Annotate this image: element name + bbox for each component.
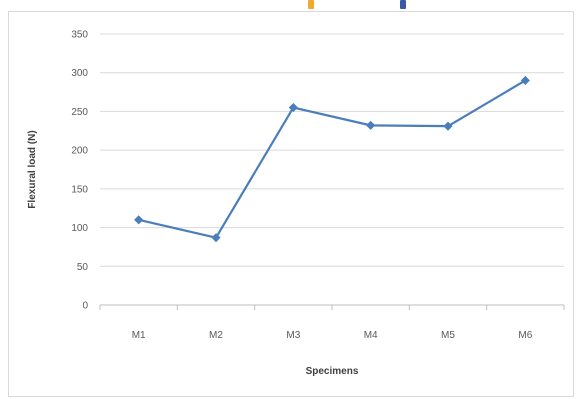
y-tick-label: 300 (71, 68, 88, 79)
x-tick-labels: M1 M2 M3 M4 M5 M6 (132, 330, 533, 341)
y-tick-labels: 0 50 100 150 200 250 300 350 (71, 30, 88, 312)
y-tick-label: 100 (71, 223, 88, 234)
series-line (138, 79, 526, 239)
data-point (443, 121, 453, 131)
gridlines (100, 33, 564, 267)
line-chart: 0 50 100 150 200 250 300 350 M1 M2 M3 M4 M5 M6 Flexu… (27, 30, 565, 377)
data-point (520, 75, 530, 86)
y-tick-label: 200 (71, 146, 88, 157)
x-tick-label: M1 (132, 330, 146, 341)
x-tick-label: M3 (286, 330, 300, 341)
y-tick-label: 0 (82, 301, 88, 312)
data-point (211, 233, 221, 243)
axes (99, 304, 565, 310)
blue-mark (400, 0, 406, 9)
data-point (366, 120, 376, 130)
y-axis-title: Flexural load (N) (27, 130, 38, 208)
y-tick-label: 250 (71, 107, 88, 118)
data-point (288, 102, 298, 113)
series-layer (134, 75, 530, 243)
x-tick-label: M4 (364, 330, 378, 341)
orange-mark (308, 0, 314, 9)
y-tick-label: 350 (71, 30, 88, 41)
x-tick-label: M2 (209, 330, 223, 341)
y-tick-label: 50 (77, 262, 89, 273)
x-axis-title: Specimens (306, 366, 359, 377)
top-strip (0, 0, 582, 12)
chart-frame: 0 50 100 150 200 250 300 350 M1 M2 M3 M4 M5 M6 Flexu… (8, 11, 574, 397)
x-tick-label: M6 (518, 330, 532, 341)
y-tick-label: 150 (71, 184, 88, 195)
x-tick-label: M5 (441, 330, 455, 341)
data-point (134, 215, 144, 225)
